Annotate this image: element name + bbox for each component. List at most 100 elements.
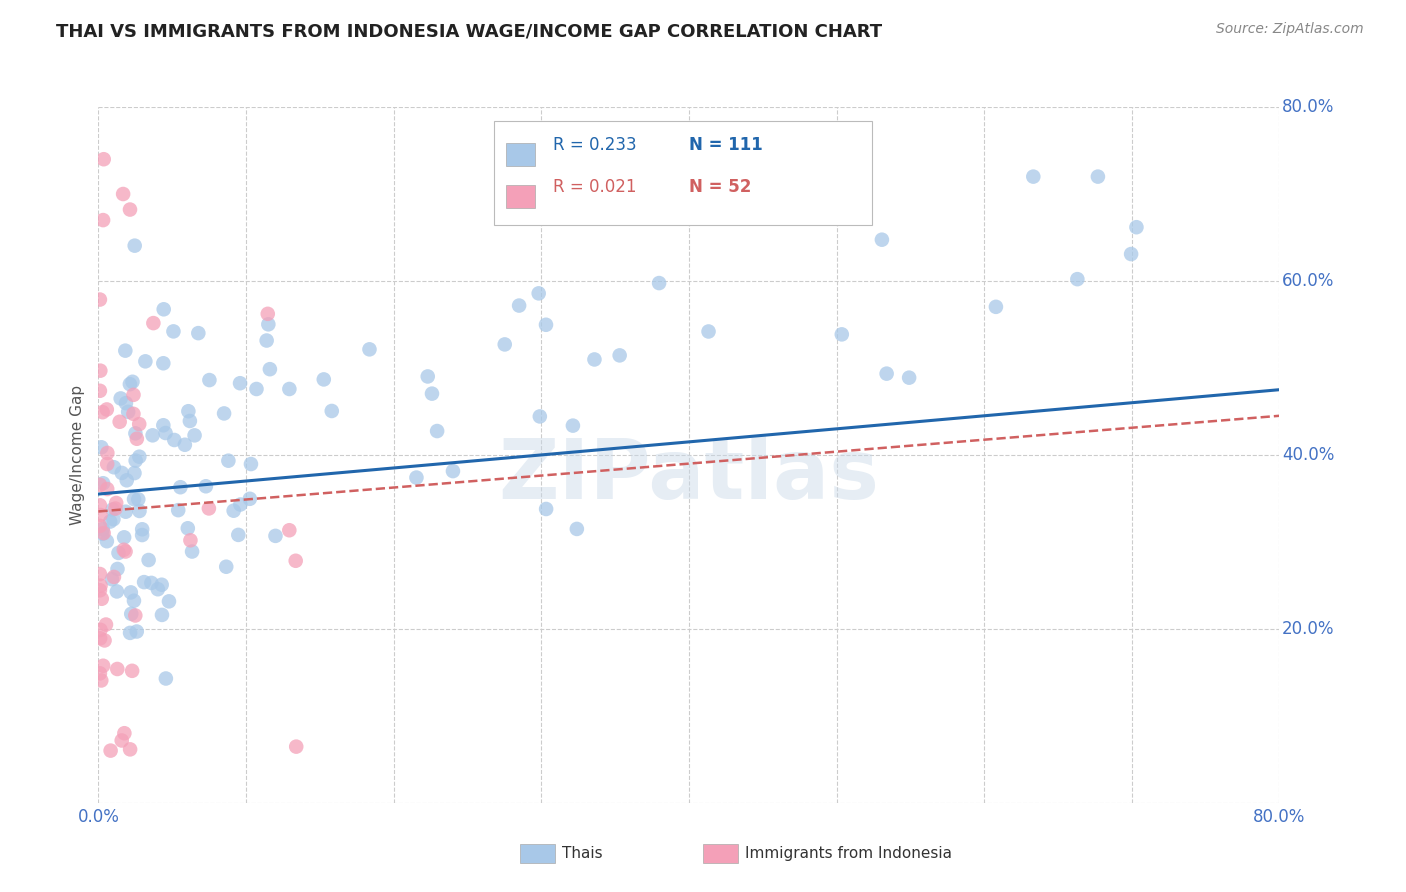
Point: [150, 607, 173, 622]
Point: [114, 544, 136, 558]
Point: [90, 591, 112, 606]
Point: [162, 325, 184, 339]
Point: [494, 337, 516, 351]
Text: 80.0%: 80.0%: [1282, 98, 1334, 116]
Point: [122, 593, 145, 607]
Point: [226, 528, 249, 542]
Point: [121, 375, 143, 389]
Point: [152, 302, 174, 317]
Point: [229, 498, 252, 512]
Point: [120, 742, 142, 756]
Point: [426, 424, 449, 438]
Point: [264, 529, 287, 543]
Point: [91, 522, 114, 536]
Point: [152, 356, 174, 370]
Point: [93, 152, 115, 166]
Point: [107, 562, 129, 576]
Point: [155, 425, 177, 440]
Point: [529, 409, 551, 424]
Point: [115, 396, 138, 410]
Point: [98, 515, 121, 529]
Point: [284, 554, 307, 568]
Point: [142, 316, 165, 330]
Point: [111, 466, 134, 480]
Point: [125, 432, 148, 446]
Point: [114, 343, 136, 358]
Point: [104, 501, 127, 516]
FancyBboxPatch shape: [494, 121, 872, 226]
Point: [120, 585, 142, 599]
Point: [89, 499, 111, 513]
Point: [609, 348, 631, 362]
Point: [121, 664, 143, 678]
Point: [870, 233, 893, 247]
Point: [89, 384, 111, 398]
Text: N = 52: N = 52: [689, 178, 751, 196]
Point: [93, 526, 115, 541]
Point: [212, 406, 235, 420]
Point: [128, 417, 150, 431]
Point: [127, 492, 149, 507]
Point: [103, 570, 125, 584]
Point: [91, 405, 114, 419]
Text: N = 111: N = 111: [689, 136, 762, 154]
Point: [217, 453, 239, 467]
Point: [124, 238, 146, 252]
Point: [124, 608, 146, 623]
Text: Source: ZipAtlas.com: Source: ZipAtlas.com: [1216, 22, 1364, 37]
Point: [697, 325, 720, 339]
Point: [114, 505, 136, 519]
Point: [94, 617, 117, 632]
Text: Immigrants from Indonesia: Immigrants from Indonesia: [745, 847, 952, 861]
Point: [118, 377, 141, 392]
Point: [142, 428, 165, 442]
Point: [103, 460, 125, 475]
Point: [1119, 247, 1142, 261]
Point: [93, 633, 115, 648]
Point: [110, 392, 132, 406]
Point: [112, 530, 135, 544]
Point: [105, 584, 128, 599]
Point: [163, 433, 186, 447]
Point: [103, 512, 125, 526]
Point: [91, 213, 114, 227]
Point: [96, 402, 118, 417]
Point: [239, 457, 262, 471]
Point: [257, 318, 280, 332]
Point: [169, 480, 191, 494]
Point: [183, 428, 205, 442]
Point: [898, 370, 921, 384]
Point: [534, 502, 557, 516]
Point: [107, 546, 129, 560]
Point: [120, 607, 142, 621]
Text: THAI VS IMMIGRANTS FROM INDONESIA WAGE/INCOME GAP CORRELATION CHART: THAI VS IMMIGRANTS FROM INDONESIA WAGE/I…: [56, 22, 883, 40]
Point: [112, 542, 135, 557]
Point: [278, 523, 301, 537]
Point: [124, 426, 146, 441]
Point: [1066, 272, 1088, 286]
Point: [90, 579, 112, 593]
Point: [536, 182, 558, 196]
Point: [134, 354, 156, 368]
Point: [245, 382, 267, 396]
Point: [141, 575, 163, 590]
Point: [105, 496, 128, 510]
Point: [222, 504, 245, 518]
Point: [131, 522, 153, 536]
Text: R = 0.233: R = 0.233: [553, 136, 637, 154]
Point: [173, 438, 195, 452]
Point: [198, 373, 221, 387]
Point: [167, 503, 190, 517]
Point: [146, 582, 169, 597]
Text: 20.0%: 20.0%: [1282, 620, 1334, 638]
Point: [155, 672, 177, 686]
Point: [215, 559, 238, 574]
Point: [89, 567, 111, 582]
Point: [115, 473, 138, 487]
Point: [131, 528, 153, 542]
Point: [138, 553, 160, 567]
Point: [565, 522, 588, 536]
Point: [89, 666, 111, 681]
Point: [111, 733, 134, 747]
Point: [100, 744, 122, 758]
